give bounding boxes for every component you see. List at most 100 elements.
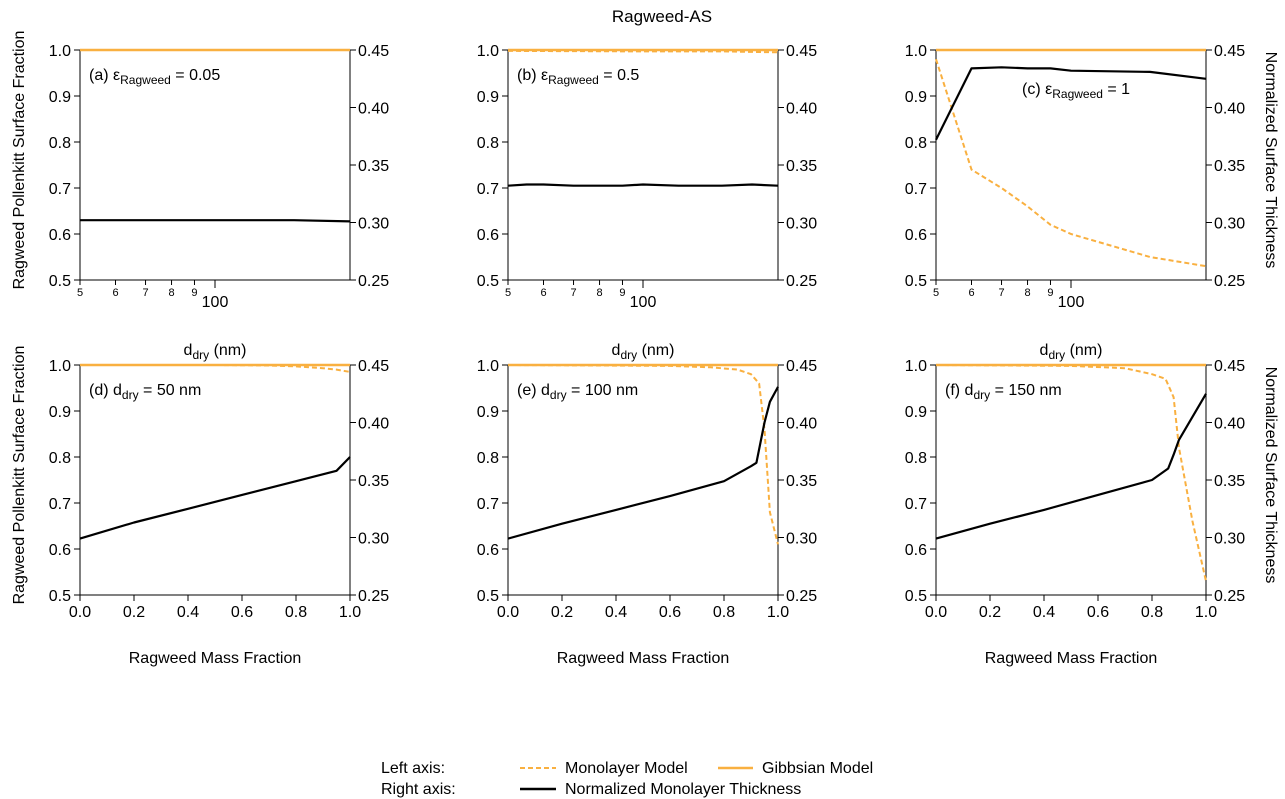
x-tick-label: 8 xyxy=(168,287,174,299)
y-tick-label: 0.9 xyxy=(49,89,71,106)
x-tick-label: 0.8 xyxy=(713,604,735,621)
y2-tick-label: 0.40 xyxy=(1214,101,1245,118)
legend-monolayer-label: Monolayer Model xyxy=(565,760,688,777)
x-tick-label: 7 xyxy=(998,287,1004,299)
figure-title: Ragweed-AS xyxy=(612,7,712,26)
x-axis-label: ddry (nm) xyxy=(184,342,247,362)
thickness-line xyxy=(935,66,1207,141)
x-tick-label: 1.0 xyxy=(339,604,361,621)
y-tick-label: 0.6 xyxy=(477,227,499,244)
panel-f: 0.50.60.70.80.91.00.250.300.350.400.450.… xyxy=(905,358,1245,667)
y2-tick-label: 0.25 xyxy=(358,273,389,290)
x-tick-label: 0.2 xyxy=(551,604,573,621)
row-right-label-bottom: Normalized Surface Thickness xyxy=(1262,367,1279,584)
y2-tick-label: 0.25 xyxy=(1214,273,1245,290)
y2-tick-label: 0.35 xyxy=(786,158,817,175)
panel-annotation: (b) εRagweed = 0.5 xyxy=(517,67,639,87)
y-tick-label: 0.6 xyxy=(905,227,927,244)
x-axis-label: ddry (nm) xyxy=(1040,342,1103,362)
y2-tick-label: 0.45 xyxy=(1214,43,1245,60)
x-tick-label: 0.4 xyxy=(177,604,199,621)
y2-tick-label: 0.45 xyxy=(358,43,389,60)
y2-tick-label: 0.25 xyxy=(1214,588,1245,605)
panels: 0.50.60.70.80.91.00.250.300.350.400.455 6… xyxy=(49,43,1245,667)
y2-tick-label: 0.40 xyxy=(786,101,817,118)
y-tick-label: 0.7 xyxy=(905,181,927,198)
plot-frame xyxy=(935,49,1207,281)
x-tick-label: 0.8 xyxy=(1141,604,1163,621)
y2-tick-label: 0.30 xyxy=(1214,216,1245,233)
x-tick-label: 0.6 xyxy=(659,604,681,621)
y-tick-label: 0.6 xyxy=(49,227,71,244)
monolayer-line xyxy=(935,364,1207,582)
x-tick-label: 100 xyxy=(630,294,657,311)
y2-tick-label: 0.35 xyxy=(1214,158,1245,175)
y-tick-label: 1.0 xyxy=(477,358,499,375)
y-tick-label: 0.6 xyxy=(905,542,927,559)
legend-right-axis-label: Right axis: xyxy=(381,781,456,798)
x-tick-label: 0.0 xyxy=(69,604,91,621)
y2-tick-label: 0.45 xyxy=(786,43,817,60)
thickness-line xyxy=(80,219,351,223)
legend-left-axis-label: Left axis: xyxy=(381,760,445,777)
x-tick-label: 6 xyxy=(540,287,546,299)
y-tick-label: 0.7 xyxy=(477,181,499,198)
monolayer-line xyxy=(935,58,1207,268)
y-tick-label: 1.0 xyxy=(49,358,71,375)
row-right-label-top: Normalized Surface Thickness xyxy=(1262,52,1279,269)
thickness-line xyxy=(79,456,351,540)
x-tick-label: 9 xyxy=(191,287,197,299)
panel-c: 0.5 0.6 0.7 0.8 0.9 1.0 0.25 0.30 0.35 0.40 0.45 5 6… xyxy=(905,43,1245,362)
y-tick-label: 0.7 xyxy=(905,496,927,513)
x-tick-label: 100 xyxy=(202,294,229,311)
y-tick-label: 1.0 xyxy=(49,43,71,60)
panel-a: 0.5 0.6 0.7 0.8 0.9 1.0 0.25 0.30 0.35 0.40 0.45 5 6… xyxy=(49,43,389,362)
y-tick-label: 0.5 xyxy=(477,588,499,605)
y2-tick-label: 0.30 xyxy=(786,216,817,233)
y-tick-label: 0.5 xyxy=(49,273,71,290)
y-tick-label: 1.0 xyxy=(477,43,499,60)
x-axis-label: ddry (nm) xyxy=(612,342,675,362)
x-tick-label: 0.0 xyxy=(497,604,519,621)
y2-tick-label: 0.30 xyxy=(786,531,817,548)
thickness-line xyxy=(507,183,779,187)
y2-tick-label: 0.35 xyxy=(358,473,389,490)
x-tick-label: 0.2 xyxy=(123,604,145,621)
x-tick-label: 7 xyxy=(142,287,148,299)
panel-annotation: (f) ddry = 150 nm xyxy=(945,382,1062,402)
monolayer-line xyxy=(80,364,351,373)
panel-annotation: (d) ddry = 50 nm xyxy=(89,382,201,402)
x-tick-label: 6 xyxy=(112,287,118,299)
x-tick-label: 7 xyxy=(570,287,576,299)
x-tick-label: 5 xyxy=(77,287,83,299)
panel-annotation: (c) εRagweed = 1 xyxy=(1022,81,1130,101)
x-axis-label: Ragweed Mass Fraction xyxy=(129,650,302,667)
y2-tick-label: 0.45 xyxy=(358,358,389,375)
y-tick-label: 0.6 xyxy=(49,542,71,559)
y2-tick-label: 0.35 xyxy=(786,473,817,490)
x-tick-label: 0.6 xyxy=(231,604,253,621)
panel-d: 0.50.60.70.80.91.00.250.300.350.400.450.… xyxy=(49,358,389,667)
x-tick-label: 0.4 xyxy=(605,604,627,621)
y-tick-label: 0.6 xyxy=(477,542,499,559)
y2-tick-label: 0.45 xyxy=(786,358,817,375)
y-tick-label: 0.8 xyxy=(49,450,71,467)
y-tick-label: 0.7 xyxy=(49,181,71,198)
y2-tick-label: 0.30 xyxy=(1214,531,1245,548)
x-tick-label: 0.4 xyxy=(1033,604,1055,621)
y-tick-label: 1.0 xyxy=(905,358,927,375)
y2-tick-label: 0.25 xyxy=(786,588,817,605)
x-tick-label: 0.2 xyxy=(979,604,1001,621)
y-tick-label: 0.9 xyxy=(49,404,71,421)
x-tick-label: 5 xyxy=(505,287,511,299)
y-tick-label: 0.8 xyxy=(49,135,71,152)
y-tick-label: 0.9 xyxy=(905,404,927,421)
y-tick-label: 0.9 xyxy=(477,404,499,421)
y2-tick-label: 0.45 xyxy=(1214,358,1245,375)
x-tick-label: 8 xyxy=(596,287,602,299)
y2-tick-label: 0.25 xyxy=(786,273,817,290)
y-tick-label: 1.0 xyxy=(905,43,927,60)
x-axis-label: Ragweed Mass Fraction xyxy=(557,650,730,667)
legend-thickness-label: Normalized Monolayer Thickness xyxy=(565,781,801,798)
